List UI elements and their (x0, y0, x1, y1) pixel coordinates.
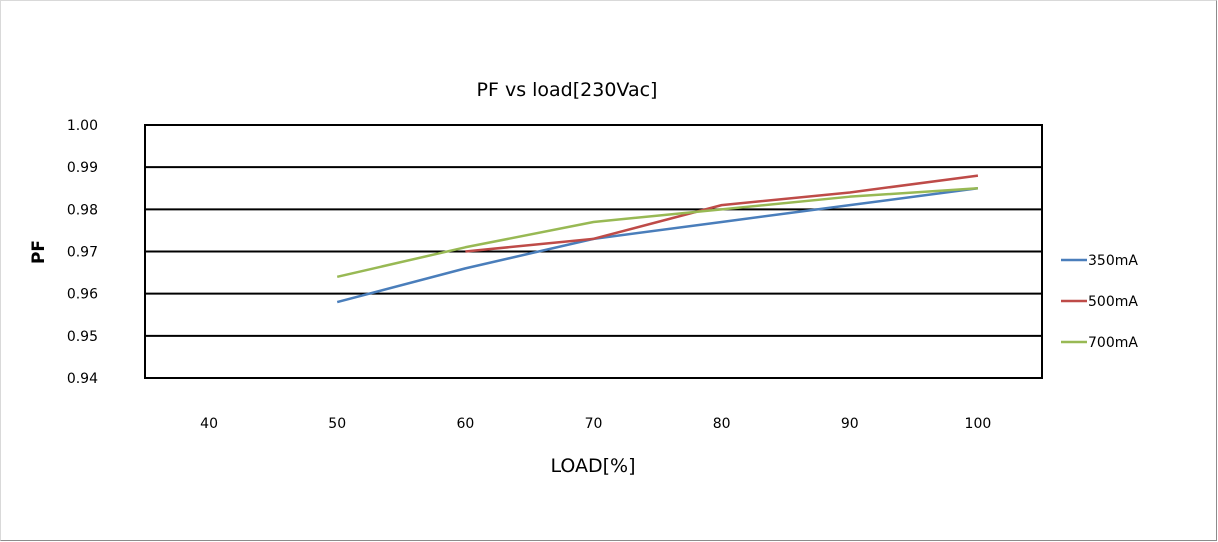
legend-label: 500mA (1088, 294, 1138, 310)
legend: 350mA 500mA 700mA (1061, 253, 1138, 351)
y-axis-title: PF (29, 240, 49, 264)
y-tick-label: 0.99 (67, 160, 98, 176)
y-tick-label: 0.98 (67, 202, 98, 218)
plot-area (144, 124, 1043, 379)
x-tick-label: 60 (456, 416, 474, 432)
x-tick-label: 40 (200, 416, 218, 432)
series-line-500mA (465, 174, 979, 253)
y-axis-ticks: 0.94 0.95 0.96 0.97 0.98 0.99 1.00 (67, 118, 98, 387)
legend-label: 700mA (1088, 335, 1138, 351)
series-line-350mA (336, 187, 979, 304)
x-tick-label: 90 (841, 416, 859, 432)
x-tick-label: 70 (585, 416, 603, 432)
x-axis-title: LOAD[%] (550, 455, 635, 477)
x-axis-ticks: 40 50 60 70 80 90 100 (200, 416, 991, 432)
y-tick-label: 0.94 (67, 371, 98, 387)
y-tick-label: 0.97 (67, 245, 98, 261)
gridlines (145, 124, 1042, 379)
x-tick-label: 100 (965, 416, 992, 432)
series-line-700mA (336, 187, 979, 279)
y-tick-label: 0.96 (67, 287, 98, 303)
y-tick-label: 0.95 (67, 329, 98, 345)
chart-title: PF vs load[230Vac] (477, 79, 658, 101)
x-tick-label: 80 (713, 416, 731, 432)
series-lines (336, 174, 979, 304)
y-tick-label: 1.00 (67, 118, 98, 134)
legend-label: 350mA (1088, 253, 1138, 269)
x-tick-label: 50 (328, 416, 346, 432)
